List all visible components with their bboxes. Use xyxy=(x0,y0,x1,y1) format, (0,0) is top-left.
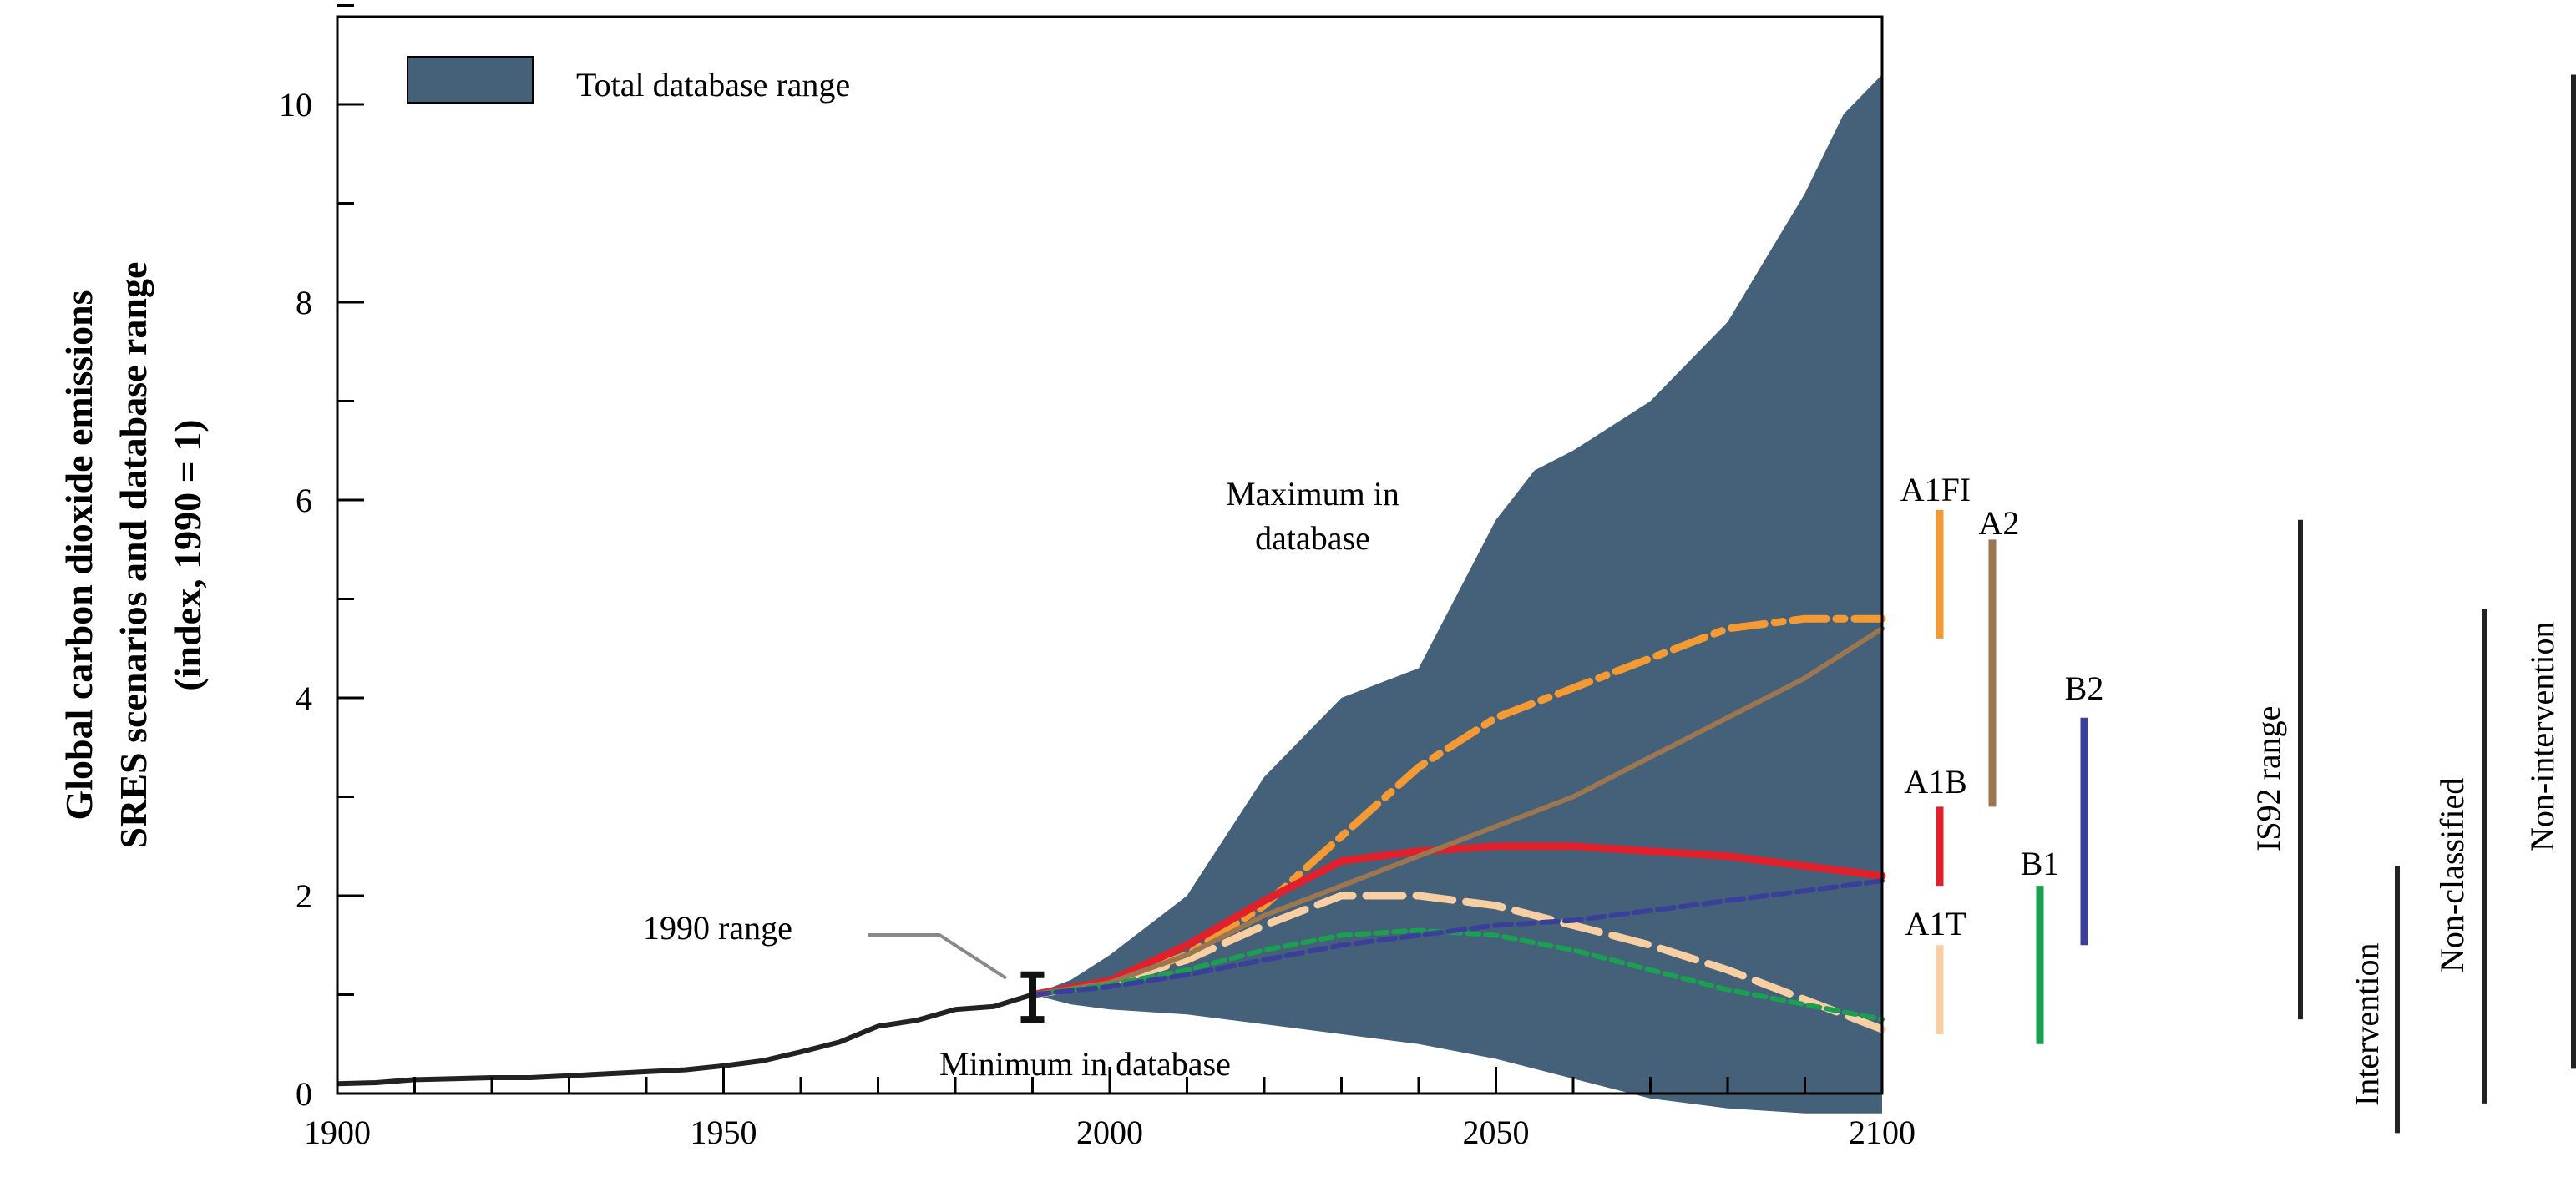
x-axis: 1900 1950 2000 2050 2100 xyxy=(304,1067,1916,1151)
x-tick-label: 2050 xyxy=(1463,1114,1530,1151)
1990-range-marker xyxy=(1020,971,1045,1023)
scenario-label-b1: B1 xyxy=(2021,845,2060,882)
annotation-1990-range: 1990 range xyxy=(643,909,792,947)
range-bars: IS92 range Intervention Non-classified Non-… xyxy=(2250,74,2576,1134)
legend-label: Total database range xyxy=(576,66,850,104)
y-axis-label-line-2: SRES scenarios and database range xyxy=(112,262,154,849)
annotation-minimum: Minimum in database xyxy=(939,1045,1231,1083)
historical-emissions-line xyxy=(337,992,1034,1087)
y-tick-label: 2 xyxy=(296,877,312,915)
y-tick-label: 8 xyxy=(296,284,312,321)
x-tick-label: 1950 xyxy=(691,1114,757,1151)
legend-swatch xyxy=(407,56,534,104)
x-tick-label: 1900 xyxy=(304,1114,371,1151)
scenario-label-a1fi: A1FI xyxy=(1900,471,1971,508)
scenario-label-a2: A2 xyxy=(1979,504,2020,542)
range-label-non-intervention: Non-intervention xyxy=(2523,622,2561,852)
annotation-maximum-line-1: Maximum in xyxy=(1226,475,1399,513)
y-tick-label: 6 xyxy=(296,482,312,519)
scenario-label-a1t: A1T xyxy=(1905,905,1966,942)
x-tick-label: 2100 xyxy=(1849,1114,1916,1151)
legend: Total database range xyxy=(407,56,850,104)
y-tick-label: 4 xyxy=(296,679,312,717)
annotation-maximum-line-2: database xyxy=(1255,519,1370,557)
x-tick-label: 2000 xyxy=(1076,1114,1143,1151)
scenario-lines xyxy=(1029,614,1886,1033)
y-axis-label: Global carbon dioxide emissions SRES sce… xyxy=(58,262,209,849)
range-label-intervention: Intervention xyxy=(2348,943,2386,1107)
range-label-is92-range: IS92 range xyxy=(2250,706,2287,851)
scenario-label-b2: B2 xyxy=(2065,669,2104,707)
series-line-a2 xyxy=(1030,626,1885,998)
y-tick-label: 10 xyxy=(279,86,312,124)
y-tick-label: 0 xyxy=(296,1075,312,1113)
y-axis: 0 2 4 6 8 10 xyxy=(279,4,364,1113)
series-line-a1b xyxy=(1029,842,1886,998)
y-axis-label-line-1: Global carbon dioxide emissions xyxy=(58,290,100,820)
y-axis-label-line-3: (index, 1990 = 1) xyxy=(166,419,209,690)
series-line-b2 xyxy=(1030,878,1885,998)
scenario-label-a1b: A1B xyxy=(1904,763,1967,801)
range-label-non-classified: Non-classified xyxy=(2433,778,2471,972)
series-line-a1t xyxy=(1029,892,1886,1033)
annotation-1990-range-pointer xyxy=(868,933,1008,980)
